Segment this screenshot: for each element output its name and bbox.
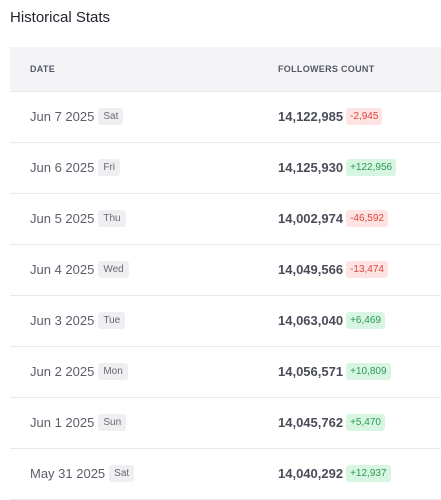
followers-count: 14,063,040 (278, 313, 344, 328)
date: Jun 6 2025 (30, 160, 95, 175)
weekday-badge: Thu (98, 210, 126, 228)
date-cell: Jun 6 2025 Fri (30, 159, 121, 177)
followers-count: 14,056,571 (278, 364, 344, 379)
weekday-badge: Sat (109, 465, 135, 483)
followers-count: 14,049,566 (278, 262, 344, 277)
table-header: DATE FOLLOWERS COUNT (10, 47, 441, 92)
followers-cell: 14,002,974 -46,592 (278, 210, 388, 228)
table-row: Jun 7 2025 Sat 14,122,985 -2,945 (10, 92, 441, 143)
date: Jun 4 2025 (30, 262, 95, 277)
table-row: Jun 6 2025 Fri 14,125,930 +122,956 (10, 143, 441, 194)
date: Jun 7 2025 (30, 109, 95, 124)
weekday-badge: Sun (98, 414, 127, 432)
weekday-badge: Mon (98, 363, 128, 381)
followers-cell: 14,125,930 +122,956 (278, 159, 397, 177)
date-cell: Jun 5 2025 Thu (30, 210, 126, 228)
date: Jun 2 2025 (30, 364, 95, 379)
date: Jun 5 2025 (30, 211, 95, 226)
date: Jun 1 2025 (30, 415, 95, 430)
weekday-badge: Sat (98, 108, 124, 126)
followers-cell: 14,045,762 +5,470 (278, 414, 385, 432)
change-badge: +10,809 (346, 363, 391, 381)
change-badge: -2,945 (346, 108, 383, 126)
table-row: Jun 2 2025 Mon 14,056,571 +10,809 (10, 347, 441, 398)
followers-cell: 14,056,571 +10,809 (278, 363, 391, 381)
followers-cell: 14,063,040 +6,469 (278, 312, 385, 330)
table-row: Jun 5 2025 Thu 14,002,974 -46,592 (10, 194, 441, 245)
change-badge: +12,937 (346, 465, 391, 483)
followers-cell: 14,040,292 +12,937 (278, 465, 391, 483)
change-badge: +5,470 (346, 414, 385, 432)
followers-count: 14,045,762 (278, 415, 344, 430)
followers-count: 14,122,985 (278, 109, 344, 124)
date-cell: Jun 2 2025 Mon (30, 363, 128, 381)
date-cell: May 31 2025 Sat (30, 465, 135, 483)
column-header: FOLLOWERS COUNT (278, 64, 375, 74)
followers-count: 14,002,974 (278, 211, 344, 226)
followers-count: 14,125,930 (278, 160, 344, 175)
followers-cell: 14,049,566 -13,474 (278, 261, 388, 279)
date-cell: Jun 7 2025 Sat (30, 108, 124, 126)
table-row: Jun 3 2025 Tue 14,063,040 +6,469 (10, 296, 441, 347)
table-row: Jun 1 2025 Sun 14,045,762 +5,470 (10, 398, 441, 449)
date: May 31 2025 (30, 466, 106, 481)
weekday-badge: Wed (98, 261, 129, 279)
date: Jun 3 2025 (30, 313, 95, 328)
table-row: May 31 2025 Sat 14,040,292 +12,937 (10, 449, 441, 500)
change-badge: -46,592 (346, 210, 388, 228)
weekday-badge: Fri (98, 159, 121, 177)
date-cell: Jun 4 2025 Wed (30, 261, 129, 279)
column-header: DATE (30, 64, 56, 74)
date-cell: Jun 3 2025 Tue (30, 312, 126, 330)
page-title: Historical Stats (10, 9, 111, 26)
change-badge: -13,474 (346, 261, 388, 279)
change-badge: +6,469 (346, 312, 385, 330)
followers-cell: 14,122,985 -2,945 (278, 108, 383, 126)
followers-count: 14,040,292 (278, 466, 344, 481)
weekday-badge: Tue (98, 312, 126, 330)
table-row: Jun 4 2025 Wed 14,049,566 -13,474 (10, 245, 441, 296)
date-cell: Jun 1 2025 Sun (30, 414, 127, 432)
stats-table: DATE FOLLOWERS COUNT Jun 7 2025 Sat 14,122… (10, 47, 441, 500)
change-badge: +122,956 (346, 159, 397, 177)
